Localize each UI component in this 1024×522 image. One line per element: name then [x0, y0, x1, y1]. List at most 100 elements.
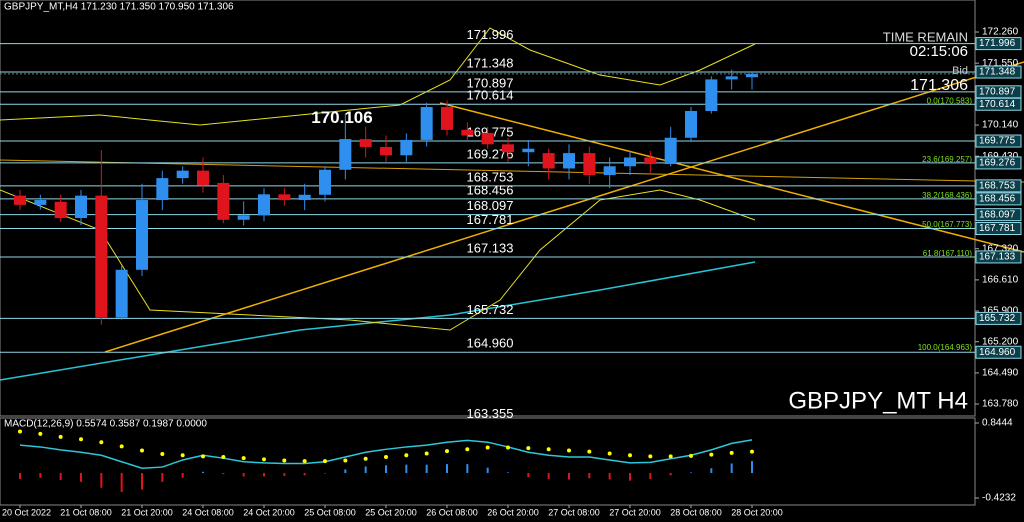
candle-body: [522, 148, 535, 153]
candle-body: [563, 153, 575, 169]
signal-dot: [628, 453, 632, 458]
level-box-label: 170.614: [979, 99, 1016, 110]
candle-body: [319, 169, 331, 195]
y-tick-label: 164.490: [982, 368, 1019, 379]
x-tick-label: 27 Oct 08:00: [548, 507, 600, 517]
level-label: 169.276: [467, 146, 514, 161]
x-tick-label: 26 Oct 20:00: [487, 507, 539, 517]
candle-body: [34, 200, 47, 205]
signal-dot: [282, 458, 287, 463]
signal-dot: [709, 452, 714, 457]
bid: 171.306: [910, 77, 968, 94]
x-tick-label: 26 Oct 08:00: [426, 507, 478, 517]
macd-title: MACD(12,26,9) 0.5574 0.3587 0.1987 0.000…: [4, 419, 207, 430]
candle-body: [298, 194, 311, 201]
candle-body: [54, 201, 67, 219]
x-tick-label: 21 Oct 20:00: [121, 507, 173, 517]
level-label: 169.775: [467, 124, 514, 139]
level-box-label: 168.097: [979, 209, 1016, 220]
level-box-label: 171.996: [979, 38, 1016, 49]
signal-dot: [119, 444, 124, 449]
price-annotation: 170.106: [311, 108, 372, 127]
y-tick-label: 0.8444: [982, 418, 1013, 429]
trendline: [0, 159, 1024, 183]
candle-body: [685, 110, 697, 138]
level-box-label: 167.781: [979, 223, 1016, 234]
level-box-label: 168.456: [979, 194, 1016, 205]
bid-label: Bid: [952, 65, 968, 77]
level-box: [975, 345, 1022, 359]
signal-dot: [607, 451, 612, 456]
timer: 02:15:06: [910, 43, 968, 60]
level-box-label: 164.960: [979, 347, 1016, 358]
fib-label: 23.6(169.257): [922, 155, 972, 164]
level-box-label: 168.753: [979, 181, 1016, 192]
candle-body: [380, 146, 392, 156]
signal-dot: [140, 448, 144, 453]
y-tick-label: 166.610: [982, 275, 1019, 286]
candle-body: [420, 107, 433, 140]
x-tick-label: 24 Oct 20:00: [243, 507, 295, 517]
candle-body: [542, 153, 555, 169]
level-label: 168.753: [467, 169, 514, 184]
fib-label: 0.0(170.583): [927, 97, 973, 106]
x-tick-label: 25 Oct 20:00: [365, 507, 417, 517]
candle-body: [136, 200, 148, 270]
level-box-label: 171.348: [979, 67, 1016, 78]
level-box-label: 167.133: [979, 252, 1016, 263]
x-tick-label: 27 Oct 20:00: [609, 507, 661, 517]
signal-dot: [221, 455, 226, 460]
candle-body: [176, 170, 189, 179]
candle-body: [664, 137, 677, 165]
candle-body: [705, 79, 718, 111]
x-tick-label: 28 Oct 08:00: [670, 507, 722, 517]
candle-body: [156, 178, 169, 201]
y-tick-label: 165.900: [982, 306, 1019, 317]
signal-dot: [729, 450, 734, 455]
signal-dot: [506, 445, 510, 450]
level-box: [975, 37, 1022, 51]
level-label: 168.097: [467, 198, 514, 213]
moving-average: [0, 261, 756, 381]
level-label: 170.614: [467, 88, 514, 103]
signal-dot: [343, 458, 348, 463]
trendline: [104, 61, 1024, 353]
signal-dot: [99, 440, 104, 445]
signal-dot: [445, 449, 449, 454]
x-tick-label: 25 Oct 08:00: [304, 507, 356, 517]
symbol-label: GBPJPY_MT H4: [788, 387, 968, 414]
y-tick-label: 171.550: [982, 58, 1019, 69]
x-tick-label: 21 Oct 08:00: [60, 507, 112, 517]
y-tick-label: 165.200: [982, 336, 1019, 347]
signal-dot: [38, 431, 43, 436]
candle-body: [75, 195, 87, 219]
signal-dot: [485, 445, 490, 450]
level-box: [975, 250, 1022, 264]
x-tick-label: 20 Oct 2022: [2, 507, 51, 517]
y-tick-label: 170.140: [982, 120, 1019, 131]
macd-frame: [0, 417, 976, 506]
candle-body: [95, 195, 108, 318]
trendline: [439, 102, 1024, 253]
signal-dot: [262, 457, 266, 462]
signal-dot: [404, 453, 409, 458]
candle-body: [725, 76, 738, 80]
macd-line: [19, 439, 753, 470]
candle-body: [481, 132, 494, 145]
x-tick-label: 28 Oct 20:00: [731, 507, 783, 517]
level-box: [975, 192, 1022, 206]
candle-body: [583, 153, 596, 176]
signal-dot: [689, 453, 693, 458]
signal-dot: [750, 449, 754, 454]
candle-body: [258, 194, 270, 216]
y-tick-label: 167.320: [982, 243, 1019, 254]
candle-body: [278, 194, 291, 201]
fib-label: 38.2(168.436): [922, 191, 972, 200]
level-label: 171.348: [467, 55, 514, 70]
signal-dot: [668, 454, 673, 459]
signal-dot: [363, 456, 368, 461]
bollinger-lower: [0, 189, 756, 331]
candle-body: [359, 139, 372, 147]
candle-body: [603, 166, 616, 176]
